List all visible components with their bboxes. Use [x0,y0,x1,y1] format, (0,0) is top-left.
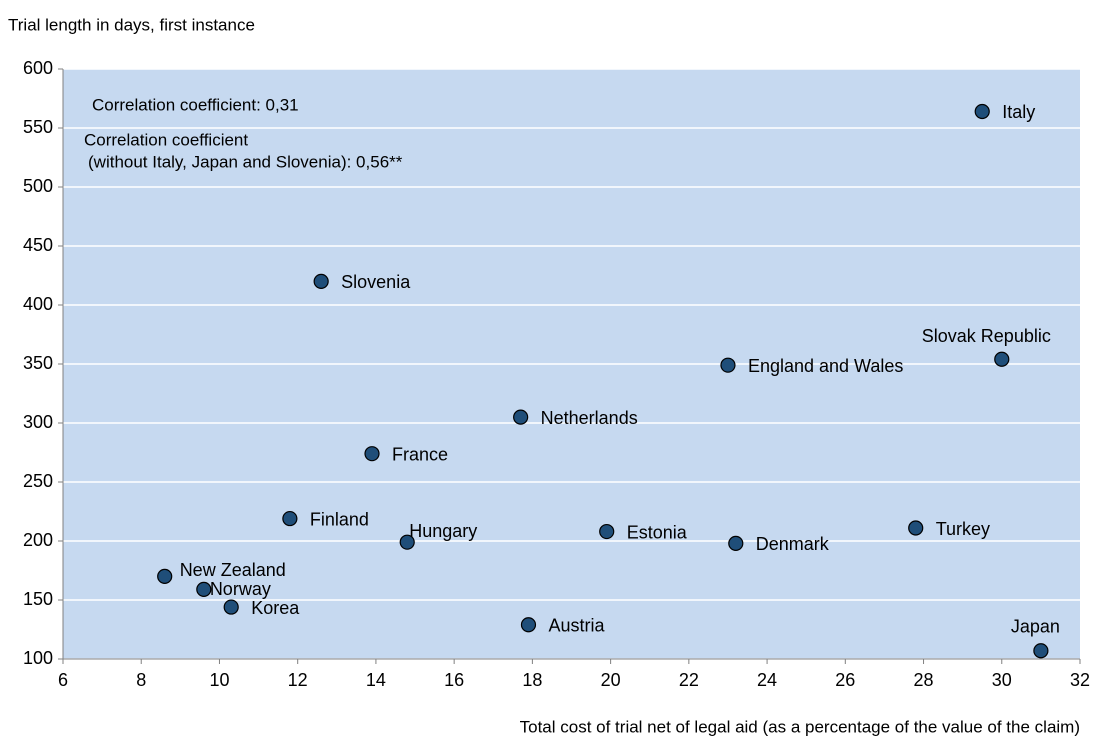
point [157,568,173,585]
point [313,273,329,289]
point-label: Turkey [936,519,990,539]
point [728,535,744,551]
x-tick-label: 24 [757,670,777,690]
point-label: Italy [1002,102,1035,122]
point-label: Japan [1011,616,1060,636]
point-label: Denmark [756,534,830,554]
x-tick-label: 6 [58,670,68,690]
point-label: New Zealand [180,560,286,580]
point-label: England and Wales [748,356,903,376]
point [520,617,537,633]
point-label: Hungary [409,521,477,541]
point-label: Austria [548,616,605,636]
annotation: (without Italy, Japan and Slovenia): 0,5… [88,152,403,171]
y-tick-label: 300 [23,412,53,432]
point-label: Korea [251,598,300,618]
y-tick-label: 550 [23,117,53,137]
point [399,534,415,550]
y-tick-label: 500 [23,176,53,196]
y-axis-label: Trial length in days, first instance [8,15,255,34]
point [599,523,615,540]
y-tick-label: 100 [23,648,53,668]
point-label: Slovenia [341,272,411,292]
x-tick-label: 18 [522,670,542,690]
y-tick-label: 250 [23,471,53,491]
y-tick-label: 450 [23,235,53,255]
x-tick-label: 28 [914,670,934,690]
point [974,103,990,120]
y-tick-label: 200 [23,530,53,550]
point-label: Netherlands [541,408,638,428]
point [513,409,529,425]
point [1033,643,1049,659]
annotation: Correlation coefficient [84,130,248,149]
point [364,446,380,462]
y-tick-label: 350 [23,353,53,373]
x-tick-label: 16 [444,670,464,690]
point-label: Slovak Republic [922,326,1051,346]
annotation: Correlation coefficient: 0,31 [92,95,299,114]
point [196,581,212,597]
x-tick-label: 8 [136,670,146,690]
point-label: Estonia [627,522,688,542]
point-label: France [392,444,448,464]
point [223,599,239,615]
point [994,351,1010,367]
x-tick-label: 32 [1070,670,1090,690]
x-tick-label: 30 [992,670,1012,690]
y-tick-label: 600 [23,58,53,78]
x-tick-label: 14 [366,670,386,690]
x-tick-label: 12 [288,670,308,690]
point-label: Finland [310,509,369,529]
point [908,520,924,536]
x-tick-label: 10 [209,670,229,690]
y-tick-label: 400 [23,294,53,314]
x-tick-label: 26 [835,670,855,690]
point [282,510,298,527]
point [720,357,736,373]
point-label: Norway [210,579,271,599]
x-tick-label: 22 [679,670,699,690]
y-tick-label: 150 [23,589,53,609]
x-axis-label: Total cost of trial net of legal aid (as… [520,717,1080,736]
x-tick-label: 20 [601,670,621,690]
